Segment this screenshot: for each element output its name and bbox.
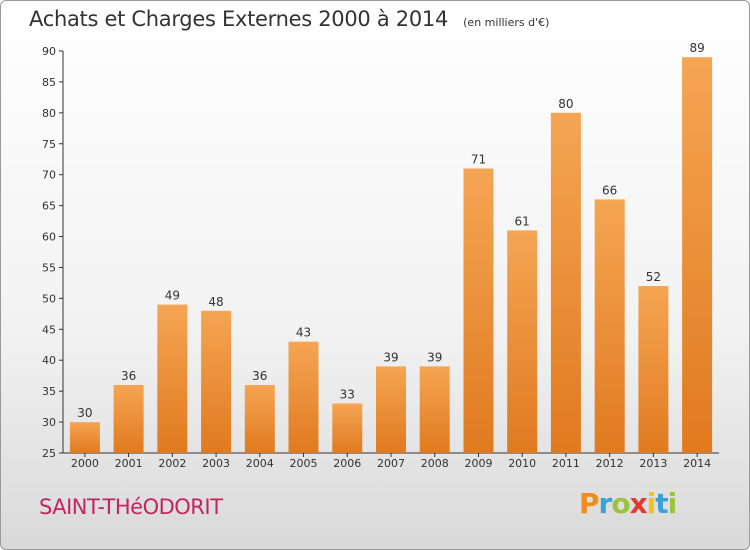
data-label-2012: 66 <box>602 183 617 197</box>
bar-2008 <box>419 366 450 453</box>
data-label-2013: 52 <box>646 270 661 284</box>
logo-letter: t <box>655 487 668 520</box>
bar-2002 <box>157 304 188 453</box>
data-label-2010: 61 <box>515 214 530 228</box>
data-label-2007: 39 <box>383 350 398 364</box>
y-tick-label: 50 <box>42 292 56 305</box>
y-tick-label: 65 <box>42 200 56 213</box>
location-name: SAINT-THéODORIT <box>39 495 223 519</box>
data-label-2000: 30 <box>77 406 92 420</box>
data-label-2001: 36 <box>121 369 136 383</box>
bar-2011 <box>550 112 581 454</box>
chart-subtitle: (en milliers d'€) <box>463 16 550 29</box>
bar-2000 <box>69 422 100 453</box>
bar-2010 <box>507 230 538 453</box>
data-label-2009: 71 <box>471 153 486 167</box>
x-tick-label-2012: 2012 <box>596 457 624 470</box>
y-tick-label: 85 <box>42 76 56 89</box>
x-tick-label-2003: 2003 <box>202 457 230 470</box>
data-label-2014: 89 <box>689 41 704 55</box>
y-tick-label: 40 <box>42 354 56 367</box>
y-tick-label: 45 <box>42 323 56 336</box>
data-label-2002: 49 <box>165 289 180 303</box>
data-label-2004: 36 <box>252 369 267 383</box>
x-tick-label-2004: 2004 <box>246 457 274 470</box>
bar-2012 <box>594 199 625 453</box>
chart-title-block: Achats et Charges Externes 2000 à 2014 (… <box>29 7 549 31</box>
x-tick-label-2014: 2014 <box>683 457 711 470</box>
y-tick-label: 25 <box>42 447 56 460</box>
bar-2001 <box>113 385 144 453</box>
x-tick-label-2000: 2000 <box>71 457 99 470</box>
y-tick-label: 30 <box>42 416 56 429</box>
y-tick-label: 90 <box>42 45 56 58</box>
logo-letter: x <box>629 487 648 520</box>
x-tick-label-2009: 2009 <box>464 457 492 470</box>
x-tick-label-2005: 2005 <box>290 457 318 470</box>
data-label-2011: 80 <box>558 97 573 111</box>
data-labels-group: 30 36 49 48 36 43 33 39 39 71 61 80 66 52 89 <box>77 41 705 420</box>
bar-2013 <box>638 286 669 453</box>
bars-group <box>69 57 713 454</box>
y-tick-label: 60 <box>42 231 56 244</box>
x-tick-label-2013: 2013 <box>639 457 667 470</box>
bar-2003 <box>201 310 232 453</box>
x-tick-label-2007: 2007 <box>377 457 405 470</box>
x-tick-label-2010: 2010 <box>508 457 536 470</box>
x-tick-label-2002: 2002 <box>158 457 186 470</box>
x-tick-label-2011: 2011 <box>552 457 580 470</box>
y-tick-label: 80 <box>42 107 56 120</box>
chart-title: Achats et Charges Externes 2000 à 2014 <box>29 7 449 31</box>
bar-2007 <box>376 366 406 453</box>
axes: 25 30 35 40 45 50 55 60 65 70 75 80 85 90 2000 2001 2002… <box>42 45 719 470</box>
y-tick-label: 35 <box>42 385 56 398</box>
proxiti-logo: Proxiti <box>579 487 678 520</box>
bar-2005 <box>288 341 319 453</box>
bar-2009 <box>463 168 494 453</box>
y-tick-label: 55 <box>42 261 56 274</box>
logo-letter: i <box>646 487 657 520</box>
logo-letter: i <box>667 487 678 520</box>
bar-2004 <box>244 385 275 453</box>
x-tick-label-2008: 2008 <box>421 457 449 470</box>
x-tick-label-2006: 2006 <box>333 457 361 470</box>
data-label-2006: 33 <box>340 388 355 402</box>
bar-2006 <box>332 403 363 453</box>
y-tick-label: 70 <box>42 169 56 182</box>
logo-letter: r <box>598 487 613 520</box>
y-tick-label: 75 <box>42 138 56 151</box>
data-label-2008: 39 <box>427 350 442 364</box>
logo-letter: o <box>611 487 630 520</box>
logo-letter: P <box>579 487 600 520</box>
data-label-2003: 48 <box>208 295 223 309</box>
bar-2014 <box>682 57 713 453</box>
x-tick-label-2001: 2001 <box>115 457 143 470</box>
data-label-2005: 43 <box>296 326 311 340</box>
